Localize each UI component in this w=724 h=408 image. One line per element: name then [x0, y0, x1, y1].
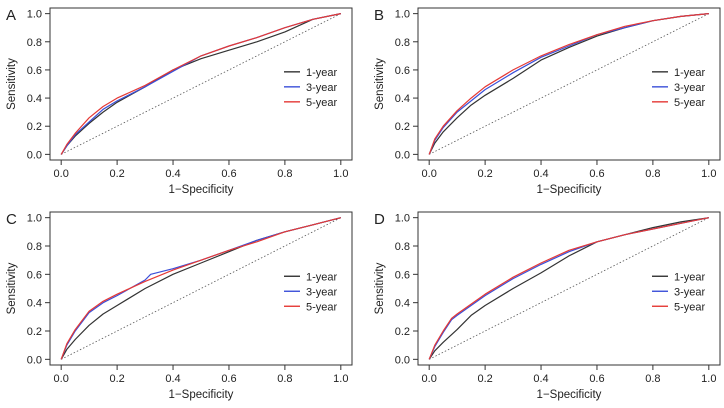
- roc-curve-5-year: [428, 13, 709, 155]
- x-tick-label: 0.8: [277, 373, 292, 385]
- x-axis-title: 1−Specificity: [169, 389, 234, 401]
- x-tick-label: 0.0: [54, 373, 69, 385]
- y-tick-label: 0.6: [27, 269, 42, 281]
- reference-diagonal: [61, 13, 341, 155]
- x-tick-label: 0.8: [277, 168, 292, 180]
- legend-label: 1-year: [306, 67, 338, 79]
- x-tick-label: 0.6: [221, 373, 236, 385]
- legend-label: 5-year: [674, 301, 706, 313]
- x-tick-label: 1.0: [701, 373, 716, 385]
- panel-letter: C: [6, 211, 17, 228]
- panel-letter: D: [374, 211, 385, 228]
- x-tick-label: 0.4: [533, 168, 548, 180]
- legend-label: 1-year: [674, 271, 706, 283]
- y-tick-label: 1.0: [27, 213, 42, 225]
- y-tick-label: 0.8: [395, 37, 410, 49]
- legend-label: 3-year: [306, 82, 338, 94]
- y-tick-label: 0.4: [27, 298, 42, 310]
- x-tick-label: 0.4: [165, 373, 180, 385]
- x-tick-label: 1.0: [333, 168, 348, 180]
- legend-label: 3-year: [674, 286, 706, 298]
- y-tick-label: 0.2: [27, 121, 42, 133]
- x-tick-label: 0.0: [54, 168, 69, 180]
- y-tick-label: 0.0: [27, 354, 42, 366]
- x-tick-label: 1.0: [333, 373, 348, 385]
- y-axis-title: Sensitivity: [6, 58, 18, 110]
- legend-label: 3-year: [306, 286, 338, 298]
- x-tick-label: 0.6: [589, 373, 604, 385]
- x-tick-label: 0.8: [645, 373, 660, 385]
- roc-curve-5-year: [60, 217, 341, 360]
- y-tick-label: 0.4: [27, 93, 42, 105]
- reference-diagonal: [61, 217, 341, 360]
- y-tick-label: 1.0: [27, 9, 42, 21]
- panel-letter: A: [6, 7, 16, 24]
- x-axis-title: 1−Specificity: [537, 389, 602, 401]
- x-tick-label: 0.0: [422, 373, 437, 385]
- legend-label: 5-year: [674, 97, 706, 109]
- x-tick-label: 0.2: [109, 168, 124, 180]
- plot-frame: [417, 7, 721, 161]
- legend-label: 5-year: [306, 97, 338, 109]
- legend-label: 5-year: [306, 301, 338, 313]
- y-tick-label: 0.2: [395, 121, 410, 133]
- y-axis-title: Sensitivity: [374, 58, 386, 110]
- x-tick-label: 0.2: [109, 373, 124, 385]
- y-tick-label: 0.2: [395, 326, 410, 338]
- x-tick-label: 0.2: [477, 168, 492, 180]
- roc-curve-5-year: [60, 13, 341, 155]
- plot-frame: [49, 211, 353, 366]
- y-tick-label: 0.0: [395, 149, 410, 161]
- x-tick-label: 1.0: [701, 168, 716, 180]
- x-tick-label: 0.2: [477, 373, 492, 385]
- x-tick-label: 0.6: [221, 168, 236, 180]
- roc-curve-1-year: [428, 217, 709, 360]
- panel-letter: B: [374, 7, 384, 24]
- legend-label: 1-year: [306, 271, 338, 283]
- y-tick-label: 0.4: [395, 298, 410, 310]
- reference-diagonal: [429, 13, 709, 155]
- y-tick-label: 0.0: [395, 354, 410, 366]
- x-tick-label: 0.4: [533, 373, 548, 385]
- plot-frame: [417, 211, 721, 366]
- y-tick-label: 0.6: [395, 269, 410, 281]
- legend-label: 3-year: [674, 82, 706, 94]
- roc-panel-d: D 0.0 0.2 0.4 0.6 0.8 1.0 0.0 0.2 0.4 0.6 0.8 1.0 1−S…: [374, 211, 721, 401]
- y-tick-label: 0.0: [27, 149, 42, 161]
- y-tick-label: 0.6: [395, 65, 410, 77]
- x-tick-label: 0.8: [645, 168, 660, 180]
- x-tick-label: 0.4: [165, 168, 180, 180]
- y-tick-label: 0.8: [395, 241, 410, 253]
- y-tick-label: 0.8: [27, 37, 42, 49]
- x-tick-label: 0.6: [589, 168, 604, 180]
- y-axis-title: Sensitivity: [6, 262, 18, 314]
- roc-panel-c: C 0.0 0.2 0.4 0.6 0.8 1.0 0.0 0.2 0.4 0.6 0.8 1.0 1−S…: [6, 211, 353, 401]
- legend-label: 1-year: [674, 67, 706, 79]
- y-tick-label: 0.4: [395, 93, 410, 105]
- roc-panel-b: B 0.0 0.2 0.4 0.6 0.8 1.0 0.0 0.2 0.4 0.6 0.8 1.0 1−S…: [374, 7, 721, 196]
- y-tick-label: 1.0: [395, 213, 410, 225]
- roc-panel-a: A 0.0 0.2 0.4 0.6 0.8 1.0 0.0 0.2 0.4 0.6 0.8 1.0 1−S…: [6, 7, 353, 196]
- x-axis-title: 1−Specificity: [169, 184, 234, 196]
- reference-diagonal: [429, 217, 709, 360]
- y-tick-label: 0.6: [27, 65, 42, 77]
- x-tick-label: 0.0: [422, 168, 437, 180]
- roc-curve-5-year: [428, 217, 709, 360]
- y-tick-label: 0.2: [27, 326, 42, 338]
- plot-frame: [49, 7, 353, 161]
- y-axis-title: Sensitivity: [374, 262, 386, 314]
- y-tick-label: 1.0: [395, 9, 410, 21]
- y-tick-label: 0.8: [27, 241, 42, 253]
- x-axis-title: 1−Specificity: [537, 184, 602, 196]
- roc-curve-1-year: [60, 13, 341, 155]
